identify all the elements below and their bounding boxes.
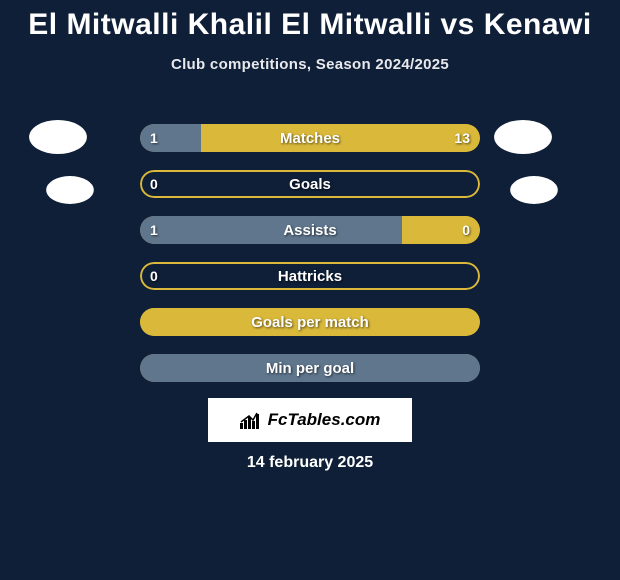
subtitle: Club competitions, Season 2024/2025 bbox=[0, 56, 620, 73]
stat-label: Hattricks bbox=[140, 262, 480, 290]
stat-row: Min per goal bbox=[140, 354, 480, 382]
stat-row: Goals0 bbox=[140, 170, 480, 198]
avatar-left-2 bbox=[46, 176, 94, 204]
stat-value-right: 0 bbox=[462, 216, 470, 244]
bar-chart-icon bbox=[240, 411, 262, 429]
stat-row: Goals per match bbox=[140, 308, 480, 336]
stat-label: Min per goal bbox=[140, 354, 480, 382]
stat-row: Hattricks0 bbox=[140, 262, 480, 290]
logo-text: FcTables.com bbox=[268, 410, 381, 430]
logo-box: FcTables.com bbox=[208, 398, 412, 442]
stat-value-left: 1 bbox=[150, 124, 158, 152]
avatar-right-2 bbox=[510, 176, 558, 204]
stat-value-left: 0 bbox=[150, 262, 158, 290]
stat-label: Assists bbox=[140, 216, 480, 244]
stat-label: Goals bbox=[140, 170, 480, 198]
stat-label: Goals per match bbox=[140, 308, 480, 336]
stat-value-right: 13 bbox=[454, 124, 470, 152]
stat-value-left: 1 bbox=[150, 216, 158, 244]
comparison-card: El Mitwalli Khalil El Mitwalli vs Kenawi… bbox=[0, 0, 620, 580]
date-text: 14 february 2025 bbox=[0, 454, 620, 472]
stats-container: Matches113Goals0Assists10Hattricks0Goals… bbox=[140, 124, 480, 400]
stat-label: Matches bbox=[140, 124, 480, 152]
page-title: El Mitwalli Khalil El Mitwalli vs Kenawi bbox=[0, 0, 620, 42]
avatar-right-1 bbox=[494, 120, 552, 154]
stat-row: Matches1 13 bbox=[140, 124, 480, 152]
avatar-left-1 bbox=[29, 120, 87, 154]
stat-value-left: 0 bbox=[150, 170, 158, 198]
stat-row: Assists1 0 bbox=[140, 216, 480, 244]
